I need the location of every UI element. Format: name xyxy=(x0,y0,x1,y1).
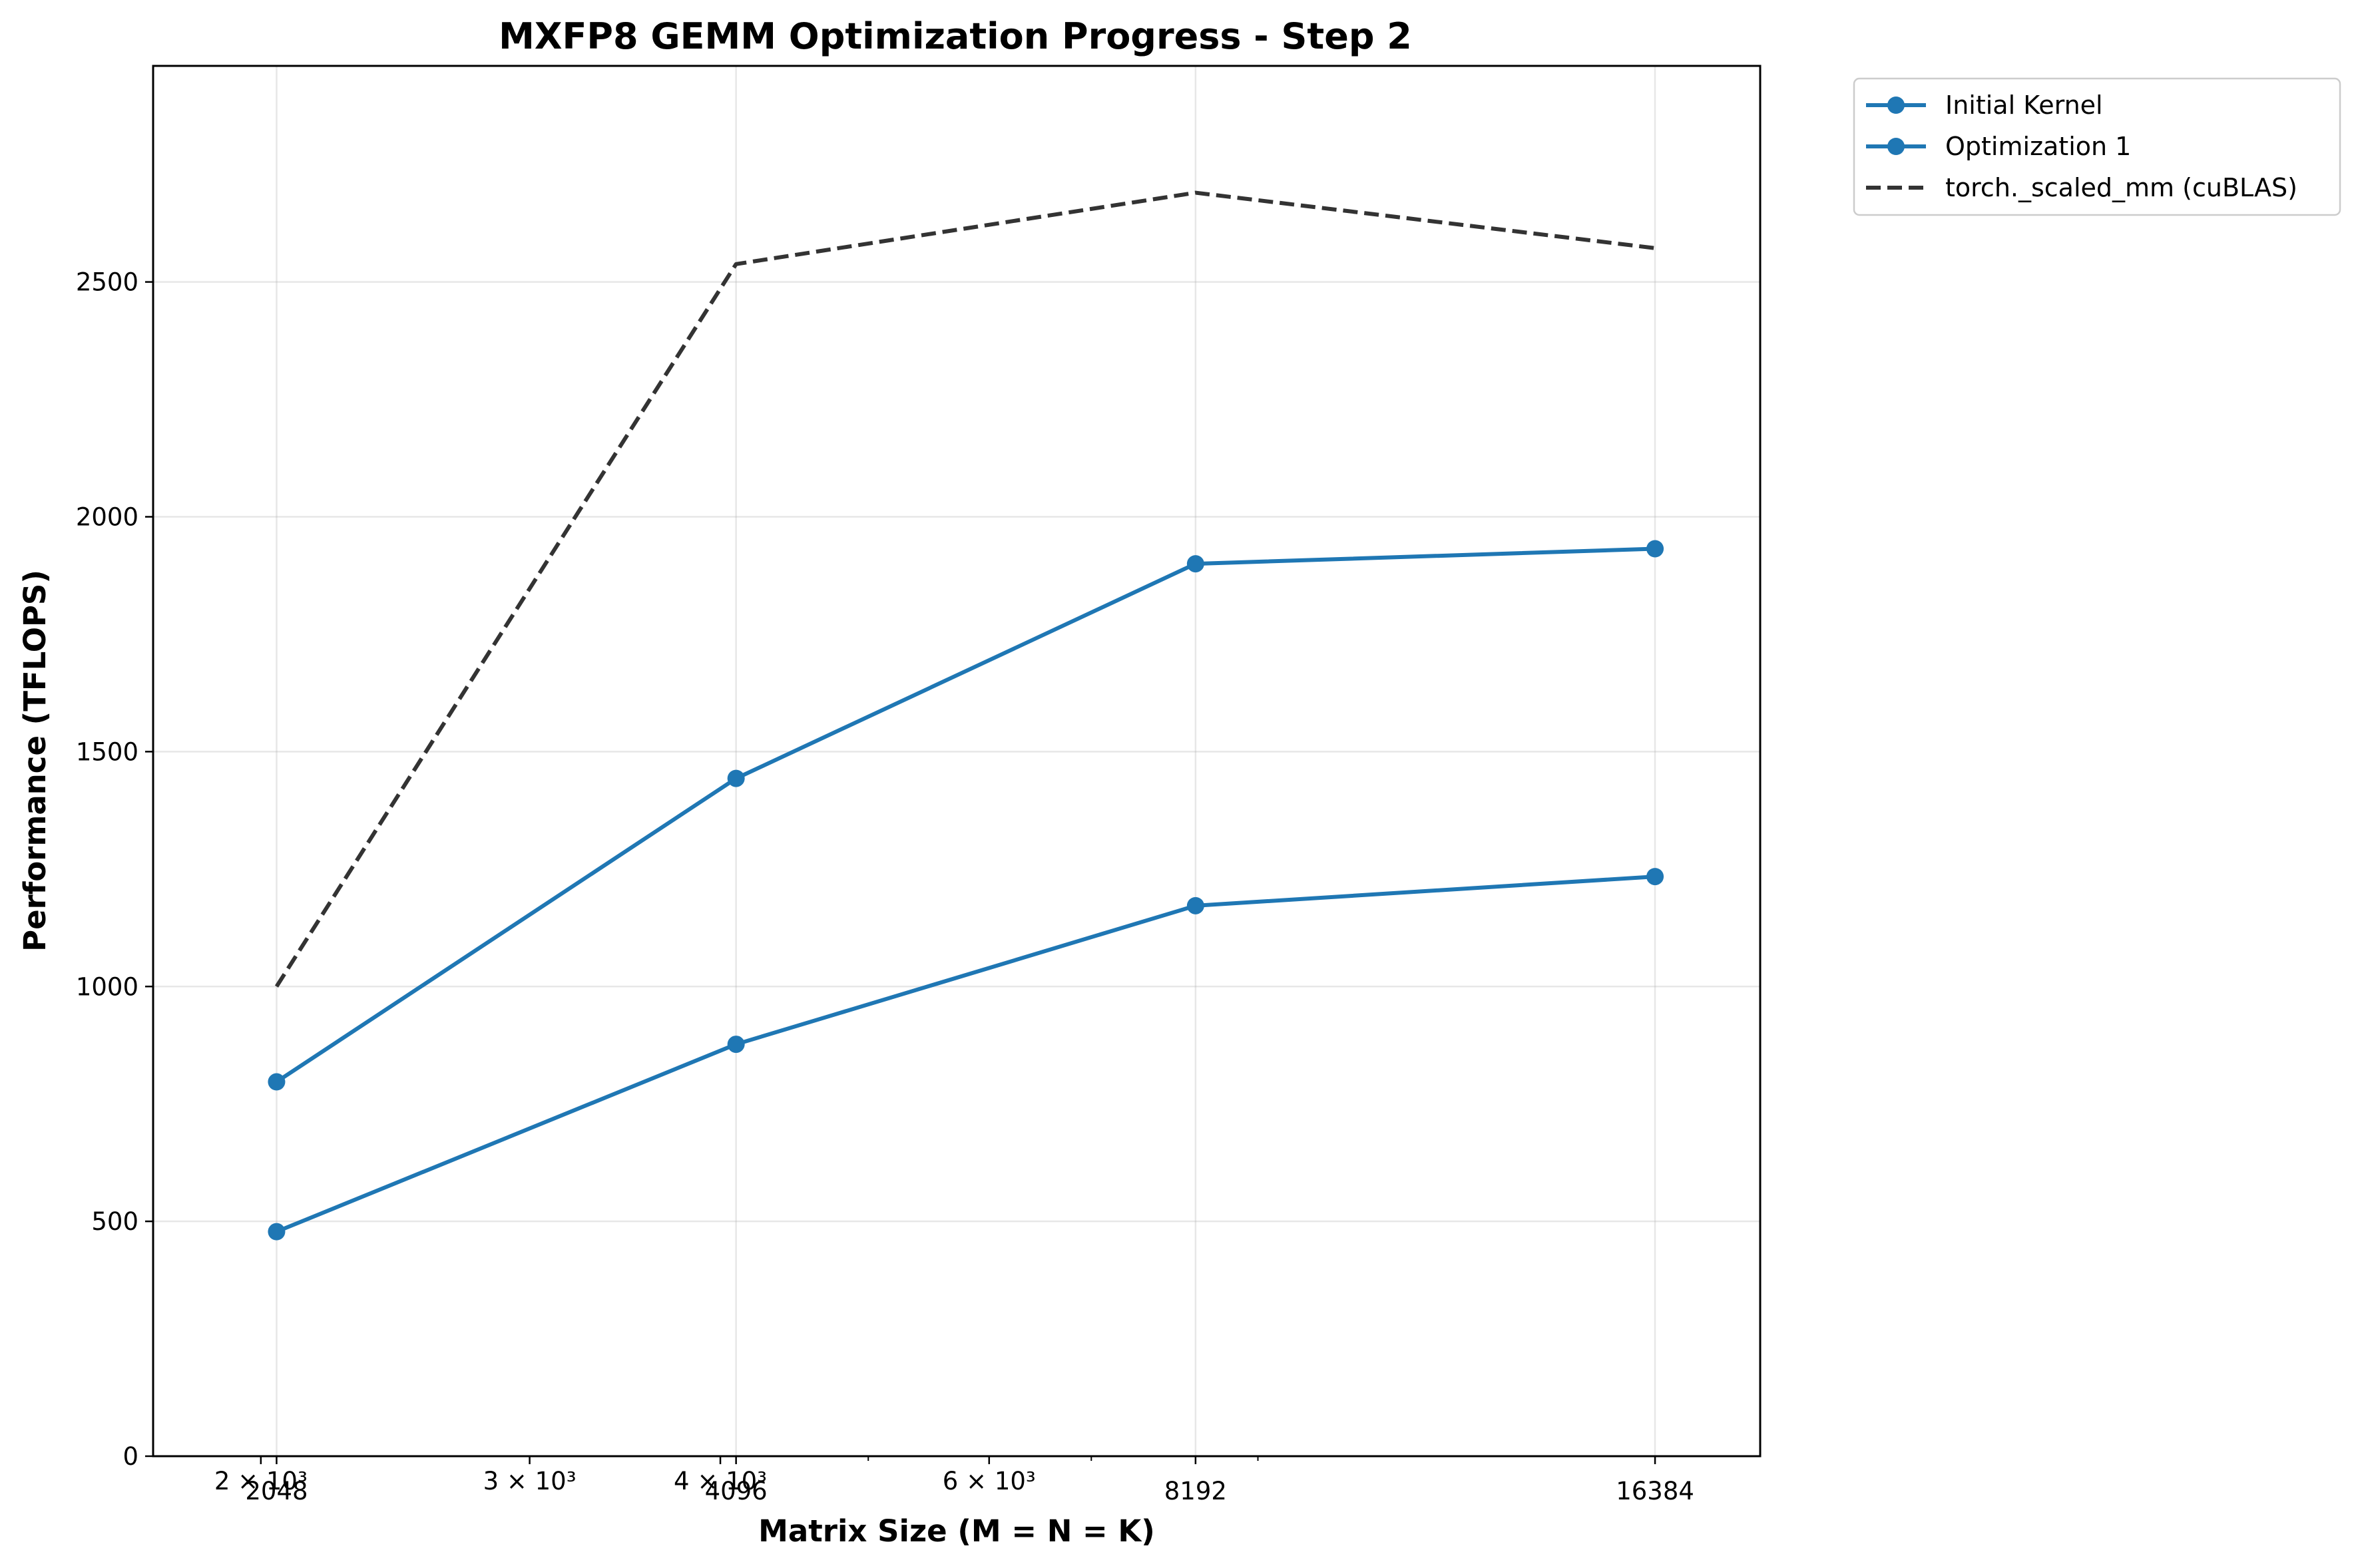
data-point xyxy=(727,769,745,787)
series-layer xyxy=(268,190,1664,1241)
x-tick-label: 8192 xyxy=(1164,1477,1227,1505)
legend-label: Initial Kernel xyxy=(1945,91,2103,120)
legend-box xyxy=(1853,77,2341,216)
y-axis: 0 500 1000 1500 2000 2500 xyxy=(76,268,153,1471)
y-tick-label: 0 xyxy=(122,1442,138,1471)
data-point xyxy=(1186,896,1204,914)
legend-label: torch._scaled_mm (cuBLAS) xyxy=(1945,173,2297,202)
series-line xyxy=(275,546,1656,1084)
y-tick-label: 2500 xyxy=(76,268,138,297)
series-2 xyxy=(268,540,1664,1091)
data-point xyxy=(268,1073,286,1091)
y-axis-title: Performance (TFLOPS) xyxy=(17,570,53,952)
plot-frame xyxy=(152,65,1762,1458)
y-tick-label: 2000 xyxy=(76,503,138,532)
data-point xyxy=(1646,868,1664,886)
x-axis-title: Matrix Size (M = N = K) xyxy=(758,1513,1155,1549)
data-point xyxy=(1186,555,1204,573)
chart-title: MXFP8 GEMM Optimization Progress - Step … xyxy=(499,15,1412,57)
x-tick-label: 2048 xyxy=(245,1477,308,1505)
y-tick-label: 500 xyxy=(91,1207,138,1236)
series-line xyxy=(274,190,1656,988)
legend-marker xyxy=(1887,138,1905,155)
y-tick-label: 1000 xyxy=(76,972,138,1001)
series-3 xyxy=(274,190,1656,988)
legend-marker xyxy=(1887,97,1905,114)
legend: Initial Kernel Optimization 1 torch._scale… xyxy=(1853,77,2341,216)
x-log-tick-label: 2 × 10³ xyxy=(214,1467,308,1495)
series-line xyxy=(276,875,1656,1234)
data-point xyxy=(268,1223,286,1241)
series-1 xyxy=(268,868,1664,1241)
x-tick-label: 4096 xyxy=(705,1477,768,1505)
y-tick-label: 1500 xyxy=(76,737,138,766)
x-tick-label: 16384 xyxy=(1616,1477,1694,1505)
x-log-tick-label: 3 × 10³ xyxy=(483,1467,577,1495)
x-axis: 2048 4096 8192 16384 2 × 10³ 3 × 10³ 4 × 10³ 6 … xyxy=(214,1456,1694,1505)
data-point xyxy=(1646,540,1664,558)
x-log-tick-label: 4 × 10³ xyxy=(674,1467,767,1495)
legend-label: Optimization 1 xyxy=(1945,132,2131,161)
x-log-tick-label: 6 × 10³ xyxy=(943,1467,1036,1495)
data-point xyxy=(727,1036,745,1054)
